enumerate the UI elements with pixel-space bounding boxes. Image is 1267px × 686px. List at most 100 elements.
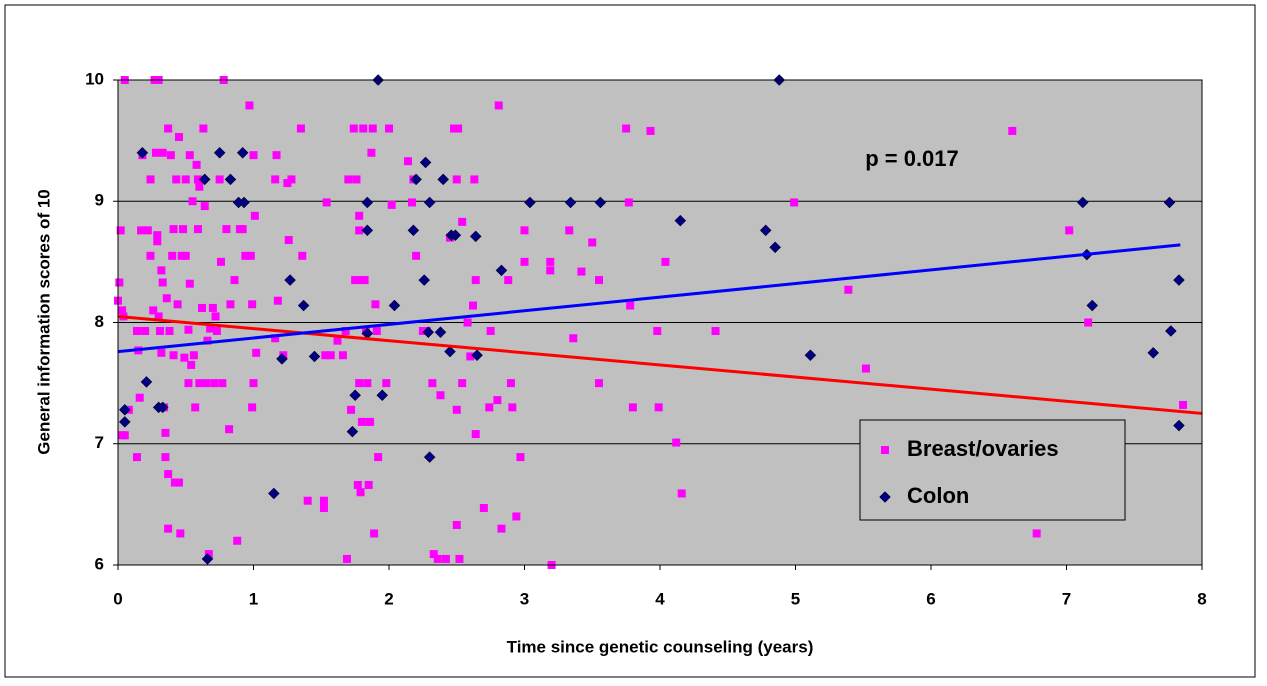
point: [1084, 318, 1093, 327]
point: [353, 480, 362, 489]
point: [211, 312, 220, 321]
point: [222, 225, 231, 234]
x-tick-label: 4: [655, 589, 665, 608]
point: [187, 360, 196, 369]
point: [458, 379, 467, 388]
point: [546, 257, 555, 266]
point: [180, 353, 189, 362]
point: [654, 403, 663, 412]
point: [297, 299, 310, 312]
point: [218, 379, 227, 388]
point: [179, 225, 188, 234]
point: [1086, 299, 1099, 312]
point: [661, 257, 670, 266]
legend-box: [859, 419, 1126, 521]
point: [158, 148, 167, 157]
point: [452, 405, 461, 414]
point: [569, 334, 578, 343]
point: [410, 173, 422, 186]
point: [169, 225, 178, 234]
point: [622, 124, 631, 133]
point: [844, 285, 853, 294]
point: [174, 478, 183, 487]
point: [185, 279, 194, 288]
point: [504, 276, 513, 285]
point: [437, 173, 450, 186]
point: [1164, 325, 1177, 337]
point: [116, 226, 125, 235]
point: [132, 453, 141, 462]
point: [338, 351, 347, 360]
point: [363, 379, 372, 388]
point: [469, 230, 482, 243]
point: [181, 175, 190, 184]
point: [162, 294, 171, 303]
point: [173, 300, 182, 309]
x-axis-label: Time since genetic counseling (years): [507, 637, 814, 656]
point: [267, 487, 280, 500]
point: [374, 453, 383, 462]
point: [176, 529, 185, 538]
point: [359, 124, 368, 133]
point: [233, 536, 242, 545]
point: [213, 146, 226, 159]
point: [249, 151, 258, 160]
point: [168, 251, 177, 260]
point: [164, 470, 173, 479]
point: [382, 379, 391, 388]
point: [273, 296, 282, 305]
point: [385, 124, 393, 133]
point: [471, 276, 480, 285]
point: [355, 379, 364, 388]
point: [193, 225, 202, 234]
point: [156, 326, 165, 335]
point: [463, 318, 472, 327]
point: [271, 175, 280, 184]
point: [1173, 419, 1185, 432]
y-tick-label: 10: [85, 69, 104, 88]
point: [495, 264, 508, 277]
point: [137, 226, 146, 235]
point: [153, 237, 162, 246]
point: [199, 124, 208, 133]
point: [376, 389, 389, 402]
point: [436, 391, 445, 400]
x-tick-label: 5: [791, 589, 800, 608]
point: [595, 276, 604, 285]
point: [372, 326, 381, 335]
point: [512, 512, 521, 521]
point: [224, 173, 237, 186]
point: [284, 236, 293, 245]
point: [677, 489, 686, 498]
point: [204, 550, 213, 559]
point: [371, 300, 380, 309]
point: [195, 182, 204, 191]
point: [418, 274, 431, 286]
point: [169, 351, 178, 360]
point: [423, 451, 436, 463]
point: [166, 151, 175, 160]
point: [355, 226, 364, 235]
point: [434, 326, 447, 339]
point: [298, 251, 307, 260]
point: [200, 202, 209, 211]
point: [165, 326, 174, 335]
point: [225, 425, 234, 434]
point: [321, 351, 330, 360]
point: [296, 124, 305, 133]
x-tick-label: 6: [926, 589, 935, 608]
legend-label: Colon: [907, 483, 969, 508]
trend-line: [117, 243, 1181, 354]
point: [565, 226, 574, 235]
point: [157, 266, 166, 275]
point: [271, 334, 280, 343]
point: [189, 351, 198, 360]
point: [115, 278, 124, 287]
point: [283, 179, 292, 188]
point: [245, 101, 254, 110]
point: [164, 524, 173, 533]
point: [624, 198, 633, 207]
annotation: p = 0.017: [865, 146, 959, 171]
x-tick-label: 7: [1062, 589, 1071, 608]
point: [441, 554, 450, 563]
